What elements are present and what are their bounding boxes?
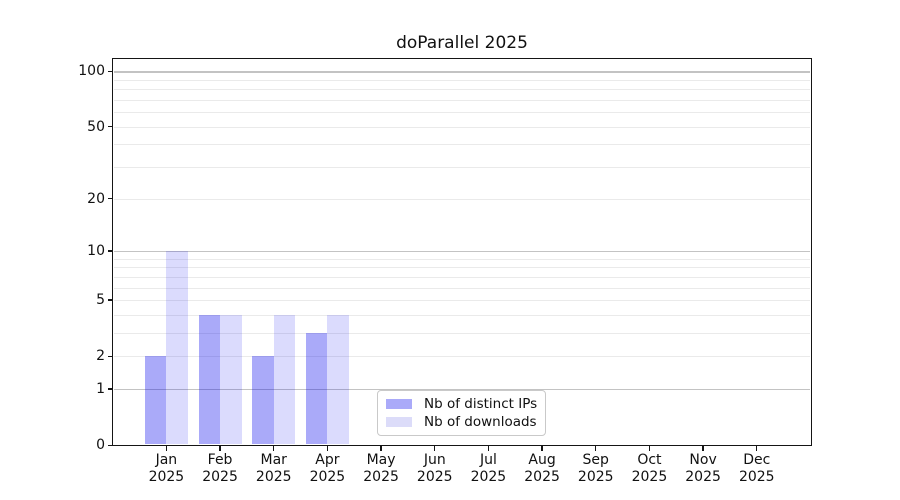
gridline-y-50: [114, 126, 810, 128]
y-tick-label-5: 5: [96, 292, 105, 309]
x-tick-label-aug: Aug 2025: [524, 452, 560, 485]
y-tick-label-10: 10: [87, 242, 105, 259]
gridline-y-5: [114, 300, 810, 302]
y-tick-50: [107, 126, 112, 128]
x-tick-label-jul: Jul 2025: [470, 452, 507, 485]
x-tick-apr: [326, 446, 329, 451]
gridline-y-70: [114, 99, 810, 101]
y-tick-2: [107, 355, 112, 357]
bar-nb-of-distinct-ips-mar: [252, 356, 274, 444]
x-tick-label-jan: Jan 2025: [148, 452, 185, 485]
gridline-y-4: [114, 314, 810, 316]
x-tick-label-jun: Jun 2025: [416, 452, 453, 485]
x-tick-jul: [487, 446, 490, 451]
gridline-y-10: [114, 250, 810, 253]
x-tick-jun: [434, 446, 436, 451]
gridline-y-20: [114, 198, 810, 200]
bar-nb-of-downloads-jan: [166, 250, 188, 444]
x-tick-jan: [165, 446, 168, 451]
x-tick-aug: [541, 446, 543, 451]
legend-swatch-distinct-ips-icon: [386, 399, 412, 409]
y-tick-10: [107, 250, 112, 252]
y-tick-label-20: 20: [87, 190, 105, 207]
x-tick-oct: [648, 446, 651, 451]
y-tick-20: [107, 197, 112, 200]
x-tick-label-oct: Oct 2025: [631, 452, 668, 485]
x-tick-label-sep: Sep 2025: [577, 452, 614, 485]
gridline-y-7: [114, 276, 810, 278]
x-tick-label-nov: Nov 2025: [685, 452, 721, 485]
x-tick-label-mar: Mar 2025: [255, 452, 292, 485]
x-tick-label-may: May 2025: [363, 452, 399, 485]
x-tick-label-apr: Apr 2025: [309, 452, 346, 485]
y-tick-5: [107, 299, 112, 301]
bar-nb-of-distinct-ips-apr: [305, 332, 328, 444]
gridline-y-2: [114, 356, 810, 358]
y-tick-label-100: 100: [78, 63, 105, 80]
gridline-y-9: [114, 258, 810, 260]
bar-nb-of-downloads-apr: [327, 314, 349, 444]
legend-item-distinct-ips: Nb of distinct IPs: [386, 395, 537, 413]
x-tick-mar: [273, 446, 275, 451]
x-tick-dec: [756, 446, 758, 451]
gridline-y-90: [114, 79, 810, 81]
y-tick-label-0: 0: [96, 437, 105, 454]
y-tick-100: [107, 70, 112, 73]
gridline-y-8: [114, 267, 810, 269]
gridline-y-80: [114, 89, 810, 91]
y-tick-1: [107, 388, 112, 390]
gridline-y-60: [114, 112, 810, 114]
x-tick-label-feb: Feb 2025: [202, 452, 238, 485]
x-tick-sep: [595, 446, 597, 451]
gridline-y-3: [114, 332, 810, 334]
legend-label: Nb of downloads: [424, 414, 537, 430]
gridline-y-100: [114, 71, 810, 73]
y-tick-label-2: 2: [96, 348, 105, 365]
x-tick-may: [380, 446, 382, 451]
chart-title: doParallel 2025: [396, 33, 528, 53]
gridline-y-6: [114, 287, 810, 289]
gridline-y-40: [114, 144, 810, 146]
legend: Nb of distinct IPs Nb of downloads: [377, 390, 546, 436]
x-tick-feb: [219, 446, 221, 451]
y-tick-label-1: 1: [96, 381, 105, 398]
gridline-y-30: [114, 167, 810, 169]
plot-frame: [112, 58, 812, 446]
legend-label: Nb of distinct IPs: [424, 396, 538, 412]
bar-nb-of-downloads-mar: [273, 314, 296, 444]
bar-nb-of-distinct-ips-feb: [198, 314, 221, 444]
x-tick-label-dec: Dec 2025: [738, 452, 775, 485]
legend-item-downloads: Nb of downloads: [386, 413, 537, 431]
legend-swatch-downloads-icon: [386, 417, 412, 427]
gridline-y-1: [114, 389, 810, 391]
bar-nb-of-downloads-feb: [220, 314, 242, 444]
y-tick-label-50: 50: [87, 118, 105, 135]
x-tick-nov: [702, 446, 704, 451]
y-tick-0: [107, 444, 112, 446]
bar-nb-of-distinct-ips-jan: [144, 356, 167, 444]
